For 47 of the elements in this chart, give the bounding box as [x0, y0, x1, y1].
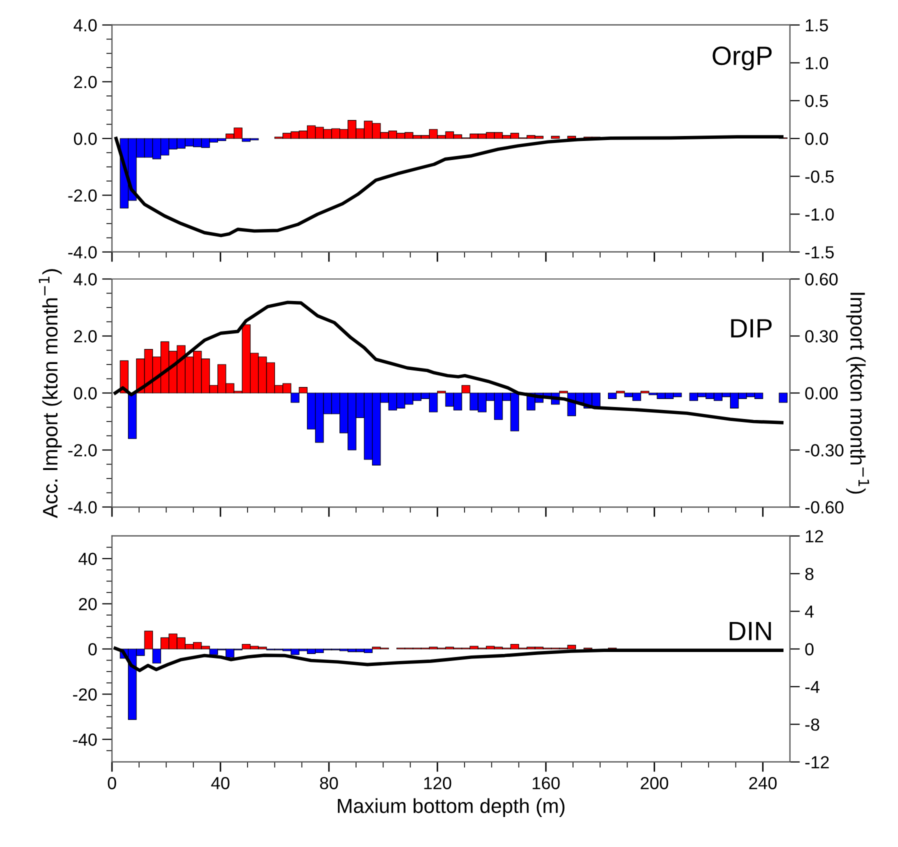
text: OrgP	[712, 46, 772, 70]
y-tick-label: 20	[78, 598, 97, 610]
y-tick-label: 2.0	[74, 76, 97, 88]
y-tick-label: 40	[78, 552, 97, 566]
x-tick-label: 160	[532, 777, 560, 790]
x-tick-label: 120	[424, 777, 452, 790]
y-tick-label: 0	[88, 643, 97, 656]
y-tick-label: 4.0	[74, 19, 97, 32]
y2-tick-label: -1.0	[805, 208, 834, 221]
y2-tick-label: 0.30	[805, 330, 838, 342]
y-tick-label: -2.0	[68, 189, 97, 202]
y2-tick-label: 0.0	[805, 132, 828, 145]
y2-tick-label: -12	[805, 756, 829, 768]
y-tick-label: 2.0	[74, 330, 97, 342]
y2-tick-label: 0	[805, 643, 814, 656]
y2-tick-label: 1.0	[806, 56, 828, 70]
y-tick-label: -40	[73, 734, 97, 746]
y2-tick-label: -0.30	[805, 444, 844, 456]
y2-tick-label: 4	[804, 606, 814, 618]
y2-tick-label: -4	[805, 680, 820, 693]
y-tick-label: -4.0	[68, 501, 97, 514]
y-tick-label: -2.0	[68, 444, 97, 456]
y2-tick-label: -0.60	[805, 501, 844, 514]
text: DIN	[730, 622, 771, 640]
y-tick-label: -20	[73, 688, 97, 701]
y2-tick-label: -0.5	[805, 170, 834, 183]
y-tick-label: 0.0	[74, 387, 97, 400]
x-tick-label: 240	[749, 777, 777, 790]
y-axis-title: Acc. Import (kton month$^{−1}$)	[38, 269, 62, 518]
y2-axis-title: Import (kton month$^{−1}$)	[846, 292, 870, 494]
y2-tick-label: 0.00	[805, 387, 838, 400]
x-tick-label: 40	[211, 777, 230, 790]
y2-tick-label: 8	[805, 568, 814, 580]
y2-tick-label: 0.5	[805, 94, 828, 108]
y-tick-label: 0.0	[74, 132, 97, 145]
x-tick-label: 200	[640, 777, 668, 790]
y2-tick-label: 1.5	[806, 19, 828, 32]
y2-tick-label: 0.60	[805, 273, 838, 286]
y2-tick-label: -1.5	[805, 246, 834, 258]
x-axis-title: Maxium bottom depth (m)	[338, 798, 564, 818]
y2-tick-label: -8	[805, 718, 820, 731]
y-tick-label: -4.0	[68, 246, 97, 258]
y-tick-label: 4.0	[74, 273, 97, 286]
x-tick-label: 80	[320, 777, 338, 790]
y2-tick-label: 12	[806, 530, 823, 542]
x-tick-label: 0	[108, 777, 116, 790]
text: DIP	[731, 319, 772, 338]
